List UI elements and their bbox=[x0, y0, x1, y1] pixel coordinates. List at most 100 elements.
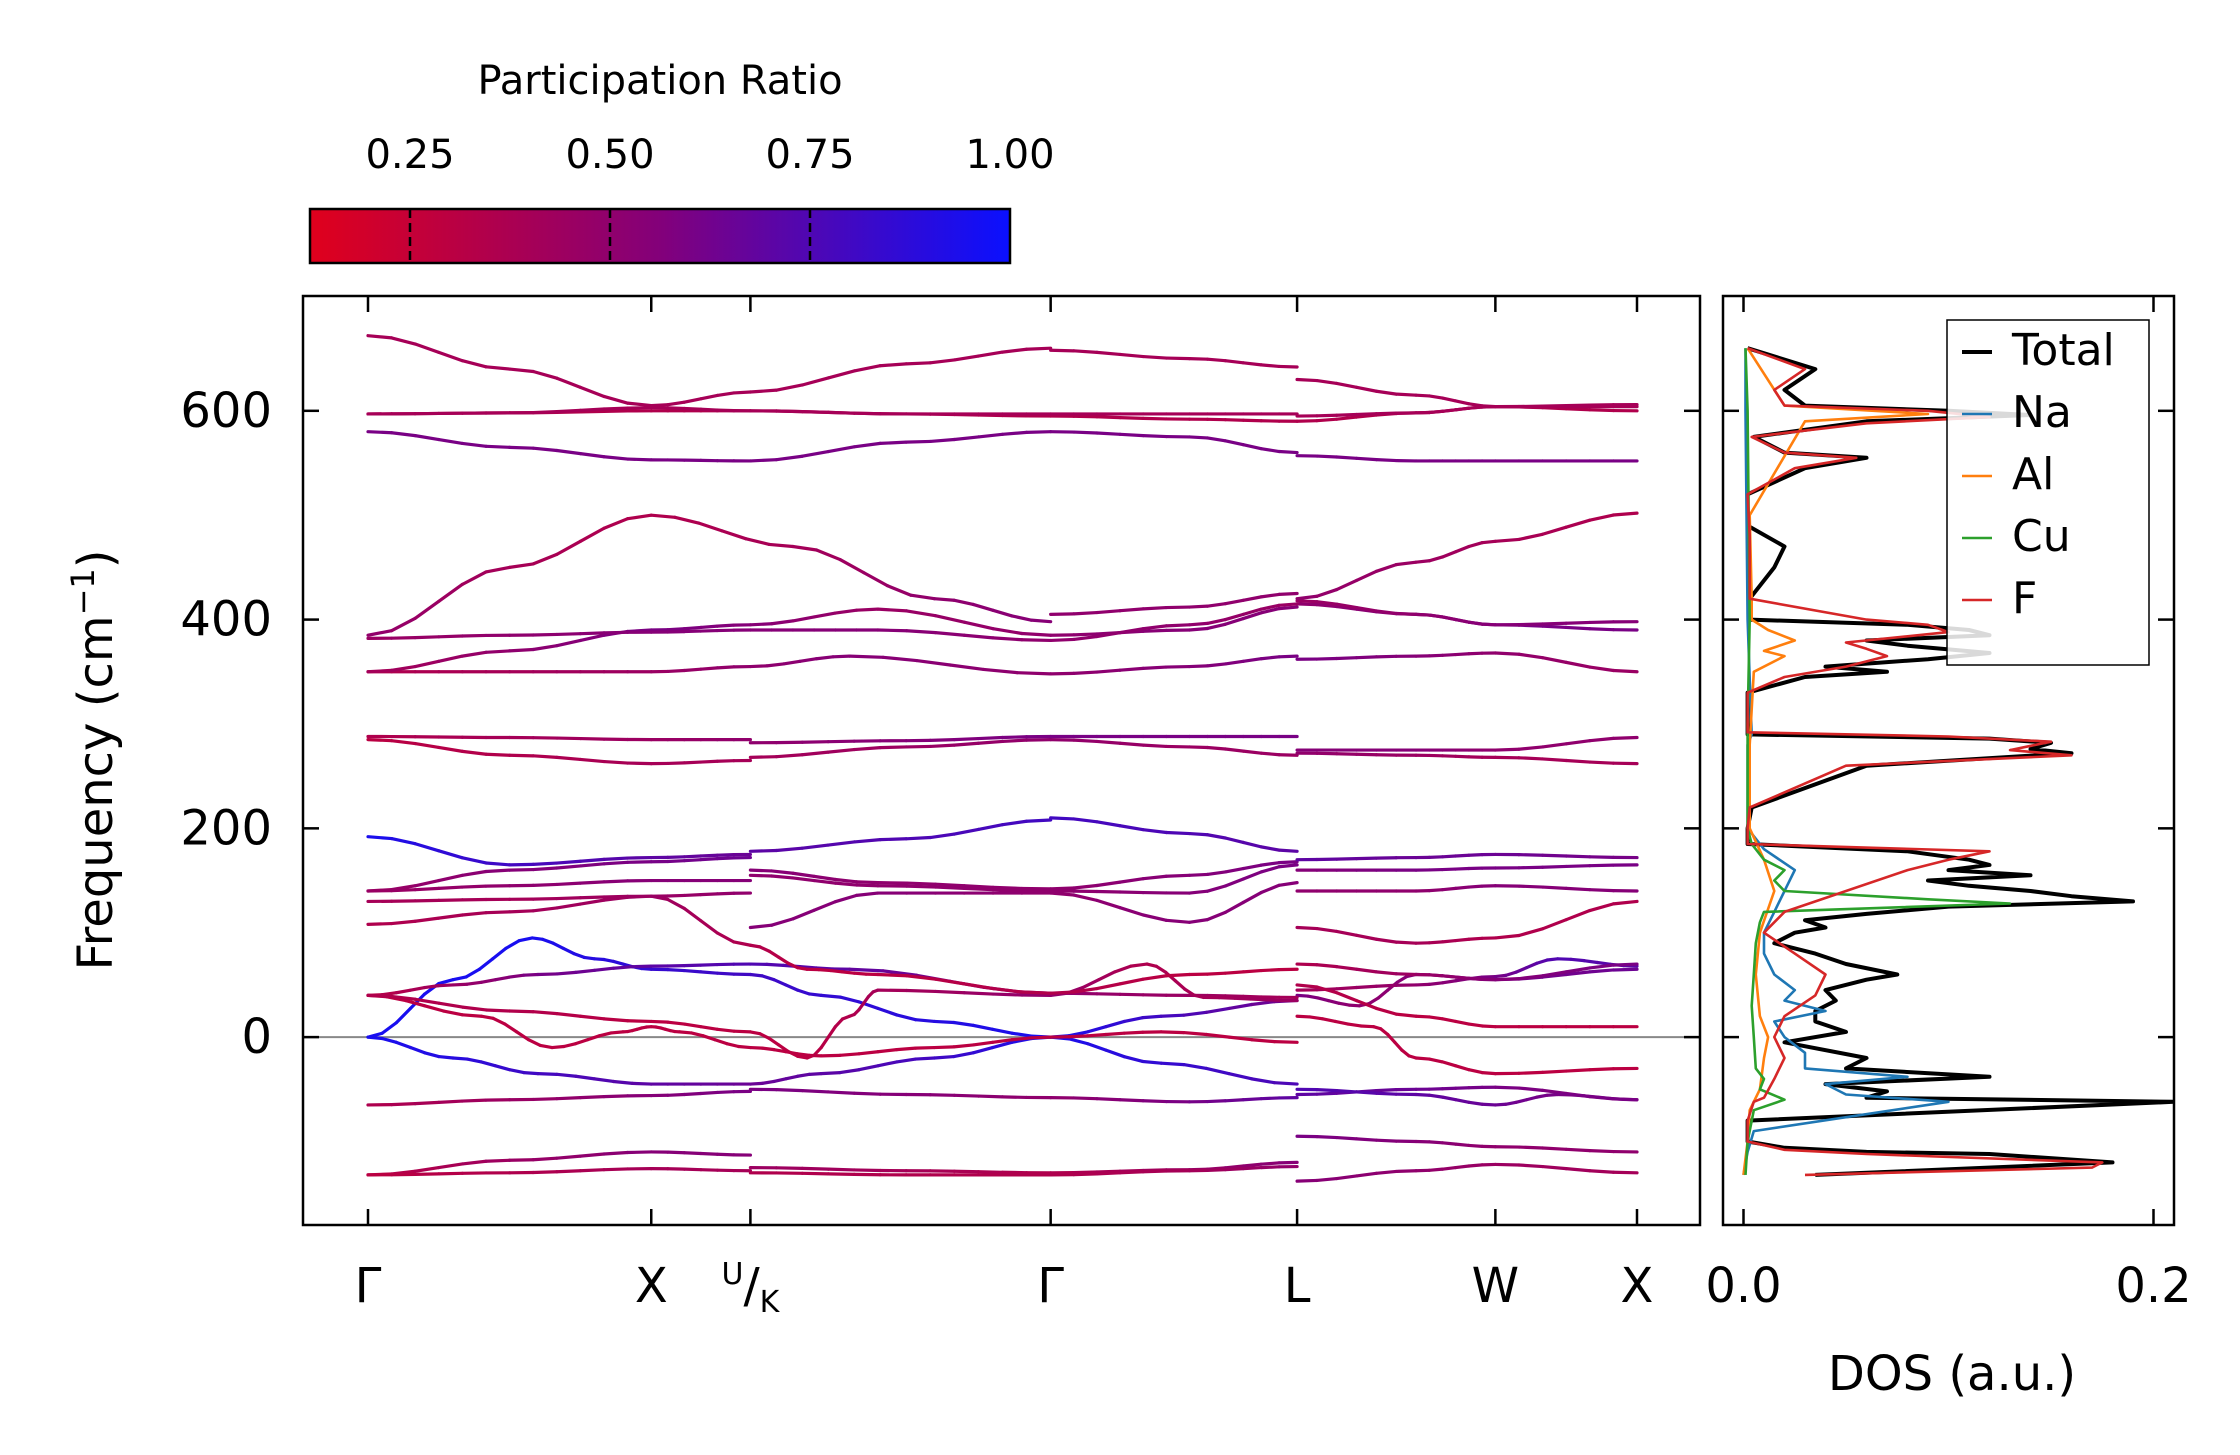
band-segment bbox=[833, 877, 859, 884]
band-segment bbox=[876, 1060, 899, 1068]
band-segment bbox=[1440, 652, 1458, 657]
band-segment bbox=[904, 361, 932, 366]
band-segment bbox=[1277, 753, 1299, 757]
band-segment bbox=[1223, 439, 1245, 447]
band-segment bbox=[609, 1030, 625, 1035]
band-segment bbox=[1159, 1013, 1186, 1018]
band-segment bbox=[774, 383, 804, 392]
band-segment bbox=[536, 972, 559, 977]
band-segment bbox=[1049, 891, 1076, 897]
band-segment bbox=[1141, 416, 1168, 421]
band-segment bbox=[1122, 1030, 1145, 1035]
band-segment bbox=[1540, 1088, 1568, 1096]
band-segment bbox=[460, 749, 488, 756]
band-segment bbox=[1564, 660, 1592, 669]
band-segment bbox=[1072, 670, 1099, 675]
band-segment bbox=[578, 857, 606, 863]
legend-label-na: Na bbox=[2012, 387, 2072, 438]
band-segment bbox=[991, 636, 1024, 642]
band-segment bbox=[767, 542, 795, 549]
band-segment bbox=[1205, 617, 1227, 626]
band-segment bbox=[699, 1090, 719, 1096]
band-segment bbox=[1141, 605, 1168, 611]
band-segment bbox=[1517, 1086, 1545, 1092]
band-segment bbox=[1227, 1035, 1254, 1042]
band-segment bbox=[1564, 518, 1592, 529]
band-segment bbox=[1354, 984, 1379, 990]
band-segment bbox=[437, 1099, 465, 1104]
band-segment bbox=[791, 615, 816, 623]
band-segment bbox=[1540, 853, 1568, 858]
band-segment bbox=[786, 1049, 800, 1058]
band-segment bbox=[833, 1017, 845, 1029]
band-segment bbox=[1346, 1022, 1363, 1028]
band-segment bbox=[878, 745, 908, 750]
band-segment bbox=[952, 741, 981, 747]
band-segment bbox=[1427, 1057, 1445, 1064]
band-segment bbox=[715, 408, 736, 413]
band-segment bbox=[784, 983, 800, 992]
band-segment bbox=[774, 409, 804, 414]
band-segment bbox=[1241, 595, 1263, 602]
band-segment bbox=[1335, 857, 1359, 861]
band-segment bbox=[1564, 966, 1592, 974]
band-segment bbox=[1187, 604, 1209, 609]
band-segment bbox=[1295, 419, 1319, 423]
band-segment bbox=[682, 963, 703, 968]
legend-label-total: Total bbox=[2011, 325, 2115, 376]
band-segment bbox=[833, 881, 859, 887]
band-segment bbox=[390, 994, 417, 1001]
band-segment bbox=[666, 859, 686, 864]
band-segment bbox=[732, 390, 752, 395]
band-segment bbox=[948, 663, 986, 672]
band-segment bbox=[862, 571, 889, 588]
band-segment bbox=[555, 902, 583, 910]
band-segment bbox=[1187, 621, 1209, 627]
band-segment bbox=[774, 454, 804, 462]
band-segment bbox=[585, 1034, 601, 1042]
band-segment bbox=[928, 738, 956, 742]
band-segment bbox=[1072, 1170, 1099, 1175]
band-segment bbox=[626, 401, 653, 408]
band-segment bbox=[1467, 541, 1484, 549]
band-segment bbox=[1192, 993, 1206, 1000]
band-segment bbox=[800, 740, 830, 744]
band-segment bbox=[1159, 1061, 1186, 1067]
band-segment bbox=[380, 991, 398, 997]
band-segment bbox=[526, 1038, 542, 1048]
band-segment bbox=[1141, 624, 1168, 631]
band-segment bbox=[1517, 745, 1545, 751]
band-segment bbox=[460, 1098, 488, 1103]
band-line bbox=[366, 402, 1639, 418]
band-segment bbox=[666, 1092, 686, 1097]
band-segment bbox=[1514, 966, 1529, 974]
band-segment bbox=[909, 593, 937, 601]
band-segment bbox=[1354, 1090, 1379, 1095]
band-segment bbox=[1067, 1037, 1090, 1046]
band-segment bbox=[1480, 1070, 1497, 1076]
band-segment bbox=[1427, 973, 1445, 978]
band-segment bbox=[1335, 604, 1359, 611]
band-segment bbox=[952, 1051, 975, 1059]
band-segment bbox=[928, 358, 956, 365]
band-segment bbox=[715, 853, 736, 857]
band-segment bbox=[772, 1077, 788, 1084]
band-segment bbox=[437, 978, 455, 986]
dos-line-total bbox=[1745, 346, 2174, 1177]
band-segment bbox=[932, 597, 956, 602]
band-segment bbox=[1588, 863, 1615, 868]
band-segment bbox=[1454, 544, 1471, 554]
band-segment bbox=[394, 1040, 413, 1050]
band-segment bbox=[460, 441, 488, 448]
band-segment bbox=[1540, 757, 1568, 763]
band-segment bbox=[491, 1016, 507, 1026]
band-segment bbox=[1440, 974, 1458, 979]
band-segment bbox=[1374, 609, 1398, 616]
band-segment bbox=[976, 1170, 1005, 1174]
band-segment bbox=[1095, 1097, 1122, 1102]
band-segment bbox=[833, 893, 859, 904]
band-segment bbox=[1440, 1017, 1458, 1024]
band-segment bbox=[1187, 831, 1209, 837]
band-segment bbox=[1259, 883, 1281, 895]
band-segment bbox=[677, 1030, 693, 1035]
